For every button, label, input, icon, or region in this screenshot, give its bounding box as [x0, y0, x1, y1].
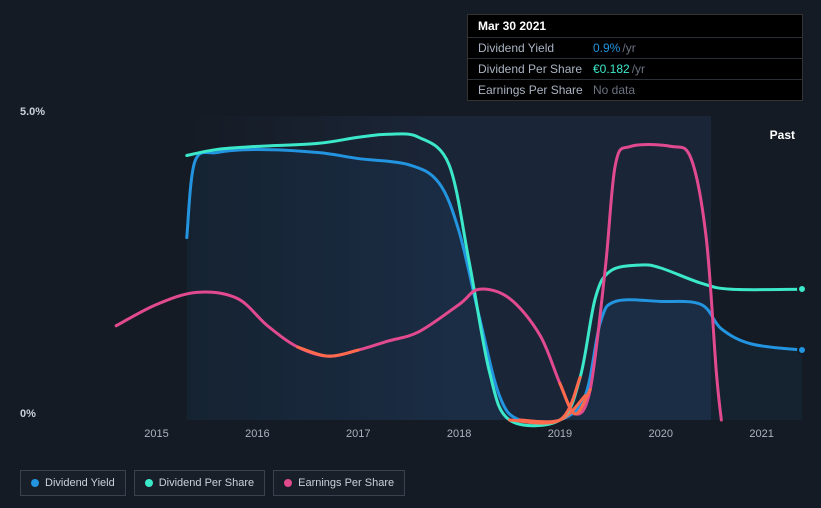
chart-lines-svg	[96, 116, 802, 420]
tooltip-row-label: Dividend Yield	[478, 41, 593, 55]
series-end-marker	[797, 345, 807, 355]
plot-area	[96, 116, 802, 420]
legend-item[interactable]: Dividend Yield	[20, 470, 126, 496]
tooltip-row-value: €0.182/yr	[593, 62, 645, 76]
tooltip-row-value: No data	[593, 83, 637, 97]
tooltip-row-label: Earnings Per Share	[478, 83, 593, 97]
x-axis-label: 2019	[548, 428, 572, 440]
series-end-marker	[797, 284, 807, 294]
tooltip-row-value: 0.9%/yr	[593, 41, 636, 55]
chart-legend: Dividend Yield Dividend Per Share Earnings…	[20, 470, 405, 496]
tooltip-row-label: Dividend Per Share	[478, 62, 593, 76]
x-axis-label: 2016	[245, 428, 269, 440]
legend-label: Earnings Per Share	[298, 477, 394, 489]
chart-tooltip: Mar 30 2021 Dividend Yield0.9%/yrDividen…	[467, 14, 803, 101]
y-axis-min-label: 0%	[20, 408, 36, 420]
tooltip-row: Earnings Per ShareNo data	[468, 80, 802, 100]
tooltip-row-unit: /yr	[632, 62, 645, 76]
tooltip-row-unit: /yr	[622, 41, 635, 55]
x-axis-label: 2017	[346, 428, 370, 440]
legend-dot-icon	[31, 479, 39, 487]
legend-label: Dividend Per Share	[159, 477, 254, 489]
x-axis-label: 2015	[144, 428, 168, 440]
legend-dot-icon	[284, 479, 292, 487]
legend-dot-icon	[145, 479, 153, 487]
chart-area: 5.0% 0% 2015 2016 2017 2018 2019 2020 2021	[20, 108, 802, 453]
tooltip-row: Dividend Yield0.9%/yr	[468, 38, 802, 59]
tooltip-row: Dividend Per Share€0.182/yr	[468, 59, 802, 80]
x-axis-label: 2020	[649, 428, 673, 440]
legend-item[interactable]: Earnings Per Share	[273, 470, 405, 496]
legend-label: Dividend Yield	[45, 477, 115, 489]
legend-item[interactable]: Dividend Per Share	[134, 470, 265, 496]
tooltip-date: Mar 30 2021	[468, 15, 802, 38]
y-axis-max-label: 5.0%	[20, 106, 45, 118]
x-axis-label: 2021	[749, 428, 773, 440]
x-axis-label: 2018	[447, 428, 471, 440]
